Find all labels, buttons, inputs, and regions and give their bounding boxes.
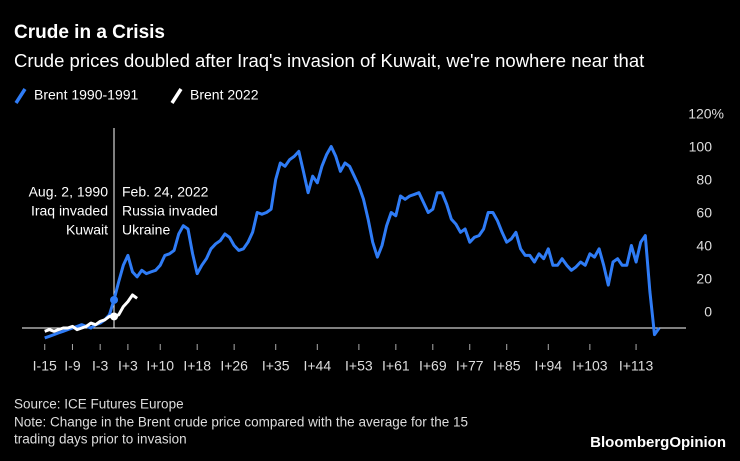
chart-title: Crude in a Crisis bbox=[14, 22, 165, 43]
x-tick-label: I-3 bbox=[92, 358, 109, 374]
x-tick-label: I+85 bbox=[493, 358, 521, 374]
x-tick-label: I+53 bbox=[345, 358, 373, 374]
annotation: Feb. 24, 2022 bbox=[122, 184, 209, 200]
brand: BloombergOpinion bbox=[590, 434, 726, 451]
x-tick-label: I+44 bbox=[303, 358, 331, 374]
annotation: Ukraine bbox=[122, 222, 170, 238]
note: trading days prior to invasion bbox=[14, 432, 187, 447]
x-tick-label: I+77 bbox=[456, 358, 484, 374]
x-tick-label: I+3 bbox=[118, 358, 138, 374]
x-tick-label: I-15 bbox=[33, 358, 57, 374]
annotation: Iraq invaded bbox=[31, 203, 108, 219]
series-line bbox=[44, 145, 661, 340]
legend-swatch bbox=[170, 88, 183, 104]
x-tick-label: I+113 bbox=[619, 358, 654, 374]
series-line bbox=[44, 293, 138, 333]
x-tick-label: I+94 bbox=[534, 358, 562, 374]
chart-subtitle: Crude prices doubled after Iraq's invasi… bbox=[14, 50, 644, 71]
y-tick-label: 100 bbox=[689, 139, 713, 155]
invasion-point bbox=[110, 295, 119, 304]
annotation: Aug. 2, 1990 bbox=[29, 184, 109, 200]
source: Source: ICE Futures Europe bbox=[14, 397, 184, 412]
annotation: Kuwait bbox=[66, 222, 108, 238]
invasion-point bbox=[110, 312, 119, 321]
x-tick-label: I+26 bbox=[220, 358, 248, 374]
legend-label: Brent 1990-1991 bbox=[34, 87, 139, 103]
y-tick-label: 0 bbox=[704, 304, 712, 320]
x-tick-label: I+69 bbox=[419, 358, 447, 374]
y-tick-label: 60 bbox=[696, 205, 712, 221]
y-tick-label: 120% bbox=[688, 106, 724, 122]
y-tick-label: 20 bbox=[696, 271, 712, 287]
y-tick-label: 80 bbox=[696, 172, 712, 188]
x-tick-label: I+103 bbox=[572, 358, 608, 374]
x-tick-label: I+61 bbox=[382, 358, 410, 374]
note: Note: Change in the Brent crude price co… bbox=[14, 415, 468, 430]
annotation: Russia invaded bbox=[122, 203, 218, 219]
legend-label: Brent 2022 bbox=[190, 87, 259, 103]
x-tick-label: I-9 bbox=[64, 358, 81, 374]
legend-swatch bbox=[14, 88, 27, 104]
x-tick-label: I+35 bbox=[262, 358, 290, 374]
x-tick-label: I+10 bbox=[146, 358, 174, 374]
y-tick-label: 40 bbox=[696, 238, 712, 254]
x-tick-label: I+18 bbox=[183, 358, 211, 374]
